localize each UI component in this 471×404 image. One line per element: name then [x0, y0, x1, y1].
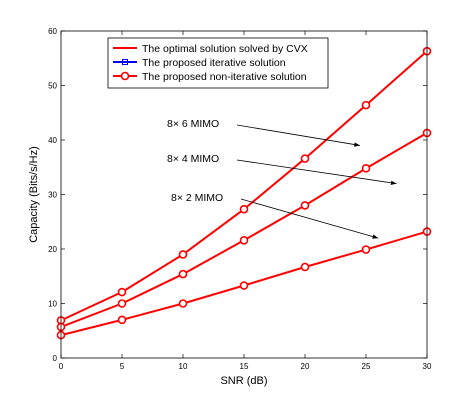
noniterative-point: [117, 315, 127, 325]
y-tick-label: 0: [53, 354, 58, 363]
legend-label: The proposed non-iterative solution: [142, 71, 307, 83]
annotation-layer: 8× 6 MIMO 8× 4 MIMO 8× 2 MIMO: [167, 118, 397, 239]
series-iterative-1: [60, 50, 428, 321]
axes-layer: 0 5 10 15 20 25 30 0 10 20 30 40 50 60: [48, 27, 432, 371]
series-layer: [60, 50, 428, 337]
annotation-arrow: [236, 124, 360, 147]
noniterative-point: [361, 100, 371, 110]
x-tick-label: 30: [423, 362, 432, 371]
noniterative-point: [239, 235, 249, 245]
y-tick-label: 50: [48, 82, 57, 91]
noniterative-point: [361, 164, 371, 173]
marker-layer: [56, 46, 432, 340]
noniterative-point: [117, 287, 127, 297]
x-tick-label: 0: [59, 362, 64, 371]
legend: The optimal solution solved by CVX The pr…: [107, 37, 329, 89]
y-axis-label: Capacity (Bits/s/Hz): [28, 146, 40, 243]
series-cvx-2: [60, 132, 428, 328]
y-tick-label: 20: [48, 245, 57, 254]
x-tick-label: 10: [179, 362, 188, 371]
noniterative-point: [361, 245, 371, 254]
legend-marker-circle: [120, 71, 130, 81]
x-tick-label: 20: [301, 362, 310, 371]
series-iterative-2: [60, 132, 428, 328]
x-axis-label: SNR (dB): [220, 375, 267, 387]
noniterative-point: [300, 262, 310, 272]
x-tick-label: 25: [362, 362, 371, 371]
noniterative-point: [178, 250, 188, 259]
noniterative-point: [117, 299, 127, 308]
annotation-arrow: [240, 198, 379, 239]
y-tick-label: 10: [48, 300, 57, 309]
annotation-label: 8× 6 MIMO: [167, 118, 219, 130]
x-tick-label: 15: [240, 362, 249, 371]
annotation-arrow: [236, 159, 397, 185]
series-cvx-1: [60, 50, 428, 322]
noniterative-point: [239, 281, 249, 290]
annotation-label: 8× 4 MIMO: [167, 153, 219, 165]
noniterative-point: [178, 269, 188, 279]
noniterative-point: [178, 299, 188, 308]
legend-box: [107, 37, 329, 89]
legend-label: The optimal solution solved by CVX: [142, 43, 308, 55]
legend-label: The proposed iterative solution: [142, 57, 286, 69]
x-tick-label: 5: [120, 362, 125, 371]
y-tick-label: 60: [48, 27, 57, 36]
noniterative-point: [300, 201, 310, 210]
y-tick-label: 40: [48, 136, 57, 145]
legend-marker-square: [122, 59, 128, 65]
noniterative-point: [239, 204, 249, 214]
y-tick-label: 30: [48, 191, 57, 200]
annotation-label: 8× 2 MIMO: [171, 192, 223, 204]
noniterative-point: [300, 154, 310, 163]
